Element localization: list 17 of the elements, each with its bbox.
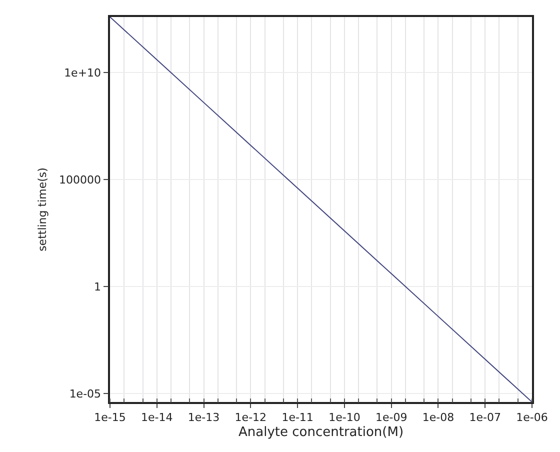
y-tick-label: 1 (94, 280, 102, 294)
y-axis-title: settling time(s) (36, 168, 50, 252)
y-tick-label: 100000 (59, 173, 102, 186)
line-series (110, 17, 532, 402)
x-tick-label: 1e-13 (188, 410, 220, 424)
x-tick-label: 1e-07 (469, 410, 501, 424)
x-tick-label: 1e-06 (516, 410, 548, 424)
x-tick-label: 1e-14 (141, 410, 173, 424)
x-axis-title: Analyte concentration(M) (238, 425, 404, 440)
x-tick-label: 1e-10 (328, 410, 360, 424)
x-tick-label: 1e-08 (422, 410, 454, 424)
x-tick-label: 1e-15 (94, 410, 126, 424)
x-tick-label: 1e-12 (234, 410, 267, 424)
x-tick-label: 1e-09 (375, 410, 408, 424)
y-tick-label: 1e+10 (64, 66, 102, 80)
y-tick-label: 1e-05 (69, 387, 102, 400)
x-tick-label: 1e-11 (282, 410, 314, 424)
